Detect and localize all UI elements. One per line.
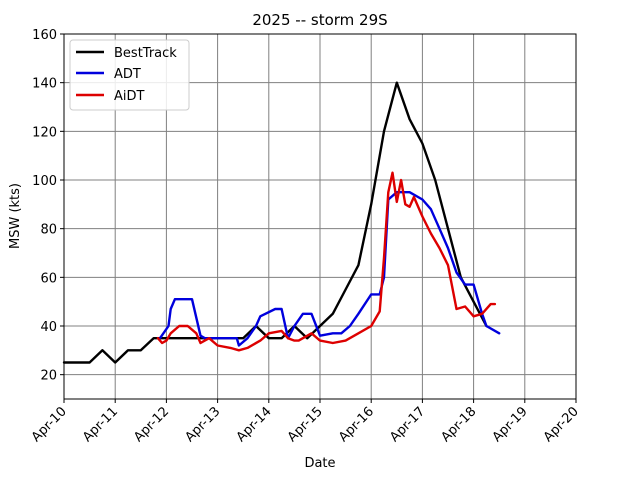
x-tick-label: Apr-17: [387, 404, 428, 445]
y-tick-label: 60: [40, 271, 57, 286]
y-tick-label: 160: [32, 28, 57, 43]
y-tick-label: 40: [40, 320, 57, 335]
series-lines: [62, 81, 501, 364]
x-tick-label: Apr-19: [490, 404, 531, 445]
y-tick-label: 120: [32, 125, 57, 140]
x-axis-title: Date: [304, 456, 335, 471]
y-tick-label: 80: [40, 223, 57, 238]
x-tick-label: Apr-20: [541, 404, 582, 445]
x-tick-label: Apr-14: [234, 404, 275, 445]
series-line-aidt: [156, 171, 497, 352]
x-tick-label: Apr-12: [131, 404, 172, 445]
legend-label-aidt: AiDT: [114, 89, 145, 104]
y-tick-label: 100: [32, 174, 57, 189]
y-axis-title: MSW (kts): [8, 183, 23, 249]
x-tick-label: Apr-15: [285, 404, 326, 445]
x-tick-label: Apr-10: [29, 404, 70, 445]
legend-box: [69, 39, 190, 111]
x-tick-label: Apr-18: [438, 404, 479, 445]
x-tick-label: Apr-13: [182, 404, 223, 445]
legend-label-adt: ADT: [114, 67, 141, 82]
chart-title: 2025 -- storm 29S: [252, 11, 387, 29]
y-tick-label: 140: [32, 77, 57, 92]
legend: BestTrack ADT AiDT: [69, 39, 190, 111]
series-line-adt: [158, 190, 501, 347]
y-tick-label: 20: [40, 369, 57, 384]
x-tick-label: Apr-16: [336, 404, 377, 445]
legend-label-besttrack: BestTrack: [114, 46, 177, 61]
x-tick-label: Apr-11: [80, 404, 121, 445]
series-line-besttrack: [62, 81, 488, 364]
